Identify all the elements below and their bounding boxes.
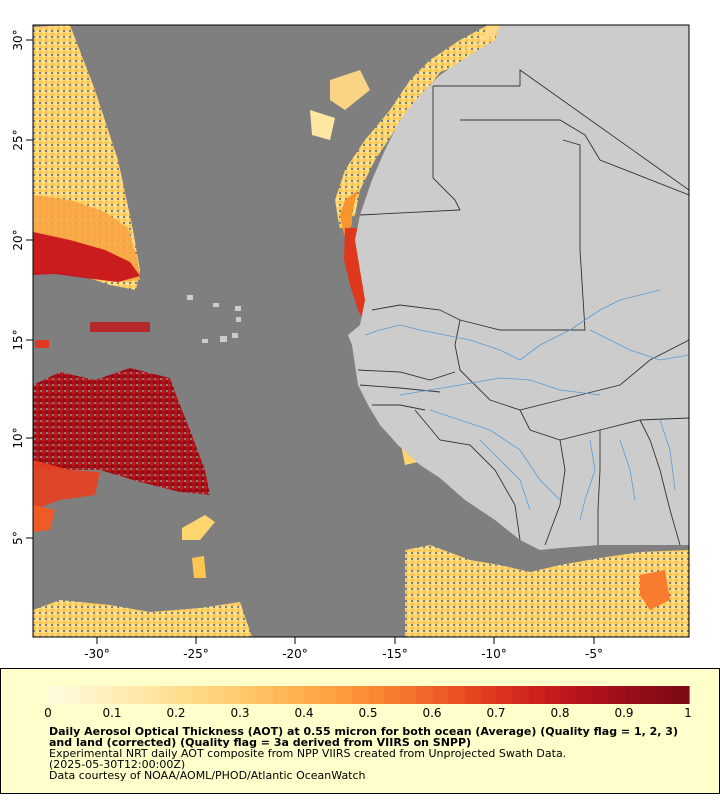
colorbar-cell: [656, 686, 674, 704]
colorbar-tick-label: 0.9: [614, 706, 634, 720]
colorbar-tick-label: 0.5: [358, 706, 378, 720]
aot-coastal-band-orange: [340, 190, 358, 235]
colorbar-cell: [192, 686, 209, 704]
aot-patch-small-2: [192, 556, 206, 578]
y-tick-label: 5°: [11, 531, 25, 545]
cape-verde-islands: [187, 295, 241, 343]
rivers: [364, 289, 689, 521]
aot-patch-small-west: [35, 340, 49, 348]
aot-patch-southwest-yellow: [33, 600, 252, 637]
colorbar-tick-label: 0.3: [230, 706, 250, 720]
colorbar-cell: [672, 686, 690, 704]
aot-swath-southwest-tail: [33, 505, 55, 532]
colorbar-cell: [160, 686, 177, 704]
colorbar-cell: [464, 686, 482, 704]
aot-gulf-orange: [640, 570, 670, 610]
x-tick-label: -20°: [282, 647, 308, 661]
colorbar-cell: [560, 686, 578, 704]
legend-title: Daily Aerosol Optical Thickness (AOT) at…: [49, 725, 678, 749]
colorbar-cell: [176, 686, 193, 704]
colorbar-cell: [480, 686, 498, 704]
colorbar-tick-label: 0: [44, 706, 52, 720]
aot-patch-northeast-2: [310, 110, 335, 140]
colorbar-cell: [416, 686, 434, 704]
colorbar-tick-label: 0.4: [294, 706, 314, 720]
colorbar-cell: [240, 686, 257, 704]
aot-gulf-of-guinea: [405, 545, 689, 637]
colorbar-cell: [336, 686, 354, 704]
y-tick-label: 15°: [11, 329, 25, 350]
x-tick-label: -15°: [382, 647, 408, 661]
colorbar-cell: [352, 686, 370, 704]
x-tick-label: -30°: [84, 647, 110, 661]
y-axis: [26, 39, 33, 539]
colorbar-cell: [272, 686, 289, 704]
aot-swath-southwest: [33, 368, 210, 495]
colorbar-cell: [432, 686, 450, 704]
colorbar-cell: [80, 686, 97, 704]
colorbar-tick-label: 0.6: [422, 706, 442, 720]
colorbar-cell: [128, 686, 145, 704]
colorbar-cell: [592, 686, 610, 704]
colorbar-cell: [144, 686, 161, 704]
x-tick-label: -5°: [585, 647, 603, 661]
colorbar-tick-label: 0.2: [166, 706, 186, 720]
x-axis: [96, 637, 595, 644]
colorbar-cell: [112, 686, 129, 704]
colorbar-cell: [528, 686, 546, 704]
legend-date-line: (2025-05-30T12:00:00Z): [49, 758, 186, 771]
colorbar-cell: [400, 686, 418, 704]
colorbar-cell: [640, 686, 658, 704]
colorbar-cell: [256, 686, 273, 704]
colorbar-tick-label: 0.7: [486, 706, 506, 720]
aot-patch-cluster-west: [90, 322, 150, 332]
map-plot-area: [33, 25, 689, 637]
y-tick-label: 30°: [11, 29, 25, 50]
aot-land-morocco: [430, 25, 500, 62]
colorbar-cell: [576, 686, 594, 704]
colorbar-cell: [624, 686, 642, 704]
colorbar-cell: [384, 686, 402, 704]
colorbar-tick-label: 1: [684, 706, 692, 720]
x-tick-label: -25°: [183, 647, 209, 661]
colorbar-cell: [368, 686, 386, 704]
legend-text: Daily Aerosol Optical Thickness (AOT) at…: [49, 726, 689, 781]
legend-panel: 0 0.1 0.2 0.3 0.4 0.5 0.6 0.7 0.8 0.9 1 …: [0, 668, 720, 794]
colorbar-cell: [320, 686, 338, 704]
plot-frame: [32, 24, 690, 638]
map-figure: -30° -25° -20° -15° -10° -5° 30° 25° 20°…: [11, 24, 690, 661]
colorbar-tick-label: 0.8: [550, 706, 570, 720]
colorbar-cell: [224, 686, 241, 704]
colorbar-tick-label: 0.1: [102, 706, 122, 720]
y-tick-label: 25°: [11, 129, 25, 150]
y-tick-label: 10°: [11, 427, 25, 448]
colorbar: [48, 686, 690, 704]
legend-credit-line: Data courtesy of NOAA/AOML/PHOD/Atlantic…: [49, 769, 366, 782]
colorbar-cell: [304, 686, 322, 704]
colorbar-cell: [64, 686, 81, 704]
colorbar-cell: [208, 686, 225, 704]
country-borders: [357, 69, 689, 546]
aot-swath-northwest-red: [33, 232, 140, 282]
aot-patch-small-1: [182, 515, 215, 540]
colorbar-cell: [288, 686, 306, 704]
aot-patch-northeast-1: [330, 70, 370, 110]
legend-source-line: Experimental NRT daily AOT composite fro…: [49, 747, 567, 760]
colorbar-cell: [608, 686, 626, 704]
y-tick-label: 20°: [11, 229, 25, 250]
colorbar-cell: [48, 686, 65, 704]
x-tick-label: -10°: [481, 647, 507, 661]
aot-swath-southwest-edge: [33, 460, 100, 510]
colorbar-cell: [544, 686, 562, 704]
colorbar-cell: [512, 686, 530, 704]
colorbar-cell: [448, 686, 466, 704]
colorbar-cell: [96, 686, 113, 704]
colorbar-cell: [496, 686, 514, 704]
